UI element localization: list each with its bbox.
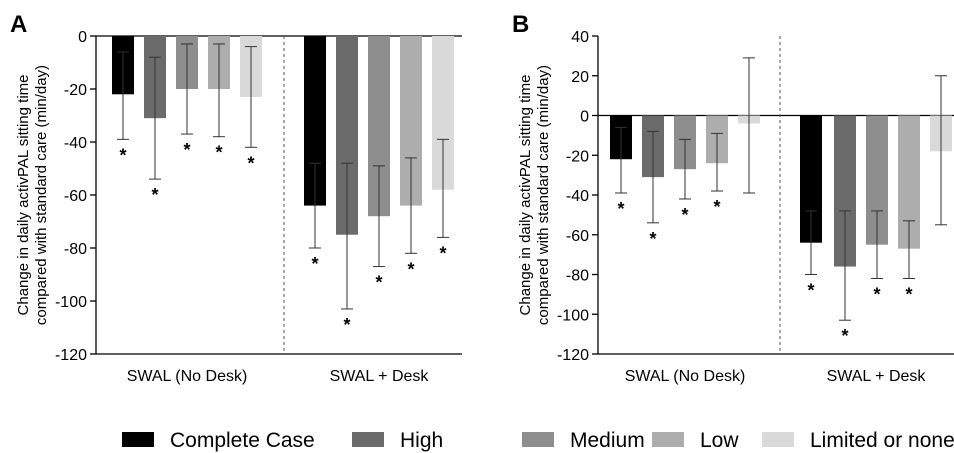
significance-marker: * bbox=[617, 199, 624, 219]
legend-swatch bbox=[762, 432, 794, 447]
significance-marker: * bbox=[713, 197, 720, 217]
bar bbox=[866, 115, 888, 245]
y-axis-title-line: compared with standard care (min/day) bbox=[33, 65, 50, 325]
significance-marker: * bbox=[681, 205, 688, 225]
significance-marker: * bbox=[439, 243, 446, 263]
bar bbox=[432, 36, 454, 190]
y-tick-label: -100 bbox=[557, 307, 589, 324]
y-tick-label: -40 bbox=[64, 135, 87, 152]
significance-marker: * bbox=[183, 140, 190, 160]
y-tick-label: -120 bbox=[557, 347, 589, 364]
y-tick-label: -20 bbox=[566, 148, 589, 165]
bar bbox=[834, 115, 856, 267]
significance-marker: * bbox=[905, 284, 912, 304]
legend-label: Complete Case bbox=[170, 429, 315, 452]
legend-label: Medium bbox=[570, 429, 645, 452]
legend-label: Low bbox=[700, 429, 739, 452]
y-axis-title-line: compared with standard care (min/day) bbox=[535, 65, 552, 325]
y-axis-title-line: Change in daily activPAL sitting time bbox=[15, 75, 32, 316]
significance-marker: * bbox=[119, 145, 126, 165]
panel-label-b: B bbox=[512, 11, 529, 38]
y-tick-label: -120 bbox=[55, 347, 87, 364]
y-tick-label: -60 bbox=[566, 228, 589, 245]
bar bbox=[898, 115, 920, 249]
significance-marker: * bbox=[841, 326, 848, 346]
significance-marker: * bbox=[215, 143, 222, 163]
legend-swatch bbox=[652, 432, 684, 447]
legend-swatch bbox=[352, 432, 384, 447]
significance-marker: * bbox=[151, 185, 158, 205]
significance-marker: * bbox=[343, 315, 350, 335]
bar bbox=[400, 36, 422, 206]
significance-marker: * bbox=[807, 281, 814, 301]
y-tick-label: 0 bbox=[78, 29, 87, 46]
x-category-label: SWAL (No Desk) bbox=[625, 368, 746, 385]
significance-marker: * bbox=[407, 259, 414, 279]
y-tick-label: 0 bbox=[580, 109, 589, 126]
panel-label-a: A bbox=[10, 11, 27, 38]
x-category-label: SWAL (No Desk) bbox=[127, 368, 248, 385]
legend-swatch bbox=[122, 432, 154, 447]
x-category-label: SWAL + Desk bbox=[827, 368, 927, 385]
bar bbox=[368, 36, 390, 217]
y-tick-label: 20 bbox=[571, 69, 589, 86]
legend-label: Limited or none bbox=[810, 429, 954, 452]
y-tick-label: -80 bbox=[566, 268, 589, 285]
y-tick-label: 40 bbox=[571, 29, 589, 46]
significance-marker: * bbox=[247, 153, 254, 173]
legend-label: High bbox=[400, 429, 443, 452]
y-axis-title-line: Change in daily activPAL sitting time bbox=[517, 75, 534, 316]
significance-marker: * bbox=[649, 229, 656, 249]
y-tick-label: -20 bbox=[64, 82, 87, 99]
legend-swatch bbox=[522, 432, 554, 447]
x-category-label: SWAL + Desk bbox=[330, 368, 430, 385]
significance-marker: * bbox=[375, 273, 382, 293]
y-tick-label: -40 bbox=[566, 188, 589, 205]
significance-marker: * bbox=[873, 284, 880, 304]
significance-marker: * bbox=[311, 254, 318, 274]
y-tick-label: -60 bbox=[64, 188, 87, 205]
bar bbox=[336, 36, 358, 235]
y-tick-label: -80 bbox=[64, 241, 87, 258]
y-tick-label: -100 bbox=[55, 294, 87, 311]
